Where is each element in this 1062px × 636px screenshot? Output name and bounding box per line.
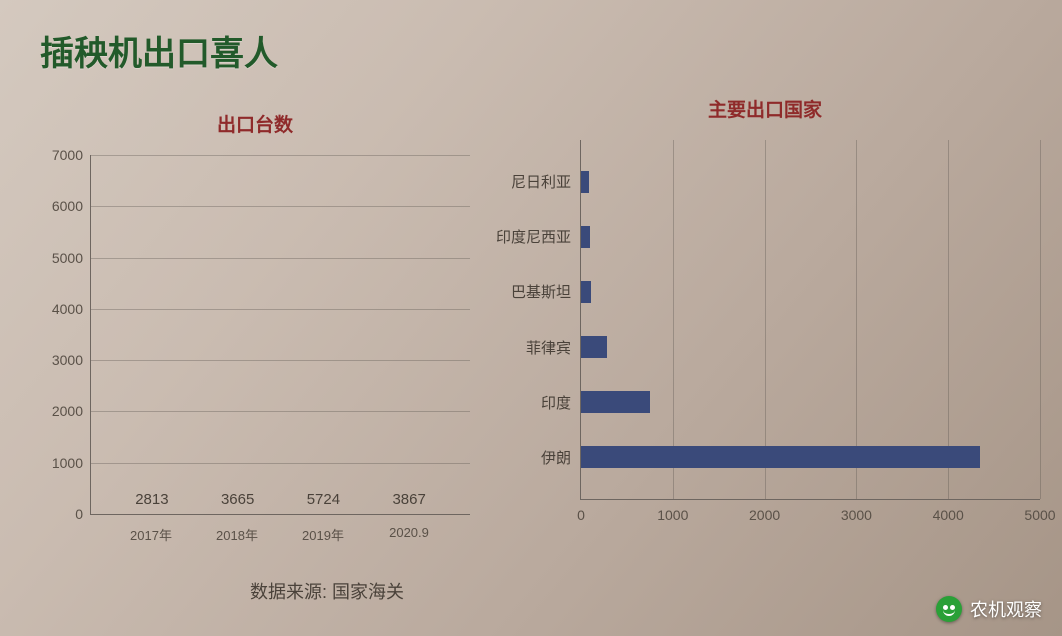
left-x-categories: 2017年 2018年 2019年 2020.9 [90, 515, 470, 544]
watermark-text: 农机观察 [970, 596, 1042, 622]
hbar-row: 菲律宾 [581, 330, 1040, 364]
source-note: 数据来源: 国家海关 [250, 578, 404, 604]
y-category-label: 巴基斯坦 [511, 281, 581, 302]
y-category-label: 菲律宾 [526, 337, 581, 358]
x-tick-label: 1000 [657, 499, 688, 523]
bar-value-label: 5724 [307, 491, 340, 508]
bar-group: 5724 [289, 491, 357, 514]
bar-value-label: 3665 [221, 491, 254, 508]
hbar-row: 印度 [581, 385, 1040, 419]
bar-group: 3665 [204, 491, 272, 514]
hbar [581, 281, 591, 303]
x-category-label: 2020.9 [375, 525, 443, 544]
x-category-label: 2019年 [289, 525, 357, 544]
y-tick-label: 0 [75, 506, 91, 522]
hbar [581, 336, 607, 358]
bar-value-label: 2813 [135, 491, 168, 508]
hbar-row: 伊朗 [581, 440, 1040, 474]
bar-group: 2813 [118, 491, 186, 514]
y-category-label: 印度尼西亚 [496, 226, 581, 247]
wechat-logo-icon [936, 596, 962, 622]
left-chart-title: 出口台数 [40, 110, 470, 137]
right-chart-title: 主要出口国家 [490, 95, 1040, 122]
y-category-label: 伊朗 [541, 447, 581, 468]
bar-group: 3867 [375, 491, 443, 514]
y-tick-label: 5000 [52, 250, 91, 266]
y-tick-label: 2000 [52, 403, 91, 419]
export-units-chart: 出口台数 0 1000 2000 3000 4000 5000 6000 7000 2813 36… [40, 110, 470, 560]
x-tick-label: 0 [577, 499, 585, 523]
x-gridline [1040, 140, 1041, 499]
x-tick-label: 2000 [749, 499, 780, 523]
y-category-label: 尼日利亚 [511, 171, 581, 192]
x-tick-label: 5000 [1024, 499, 1055, 523]
y-tick-label: 1000 [52, 455, 91, 471]
hbar [581, 391, 650, 413]
hbar [581, 446, 980, 468]
x-tick-label: 3000 [841, 499, 872, 523]
x-category-label: 2017年 [117, 525, 185, 544]
watermark: 农机观察 [936, 596, 1042, 622]
left-plot-area: 0100020003000400050006000700028133665572… [90, 155, 470, 515]
y-tick-label: 6000 [52, 198, 91, 214]
hbar-row: 印度尼西亚 [581, 220, 1040, 254]
hbar-row: 尼日利亚 [581, 165, 1040, 199]
y-tick-label: 7000 [52, 147, 91, 163]
x-category-label: 2018年 [203, 525, 271, 544]
bar-value-label: 3867 [392, 491, 425, 508]
hbar [581, 171, 589, 193]
y-tick-label: 4000 [52, 301, 91, 317]
export-countries-chart: 主要出口国家 010002000300040005000尼日利亚印度尼西亚巴基斯… [490, 95, 1040, 545]
right-plot-area: 010002000300040005000尼日利亚印度尼西亚巴基斯坦菲律宾印度伊… [580, 140, 1040, 500]
x-tick-label: 4000 [933, 499, 964, 523]
slide-title: 插秧机出口喜人 [40, 26, 278, 75]
y-tick-label: 3000 [52, 352, 91, 368]
hbar-row: 巴基斯坦 [581, 275, 1040, 309]
hbar [581, 226, 590, 248]
y-category-label: 印度 [541, 392, 581, 413]
